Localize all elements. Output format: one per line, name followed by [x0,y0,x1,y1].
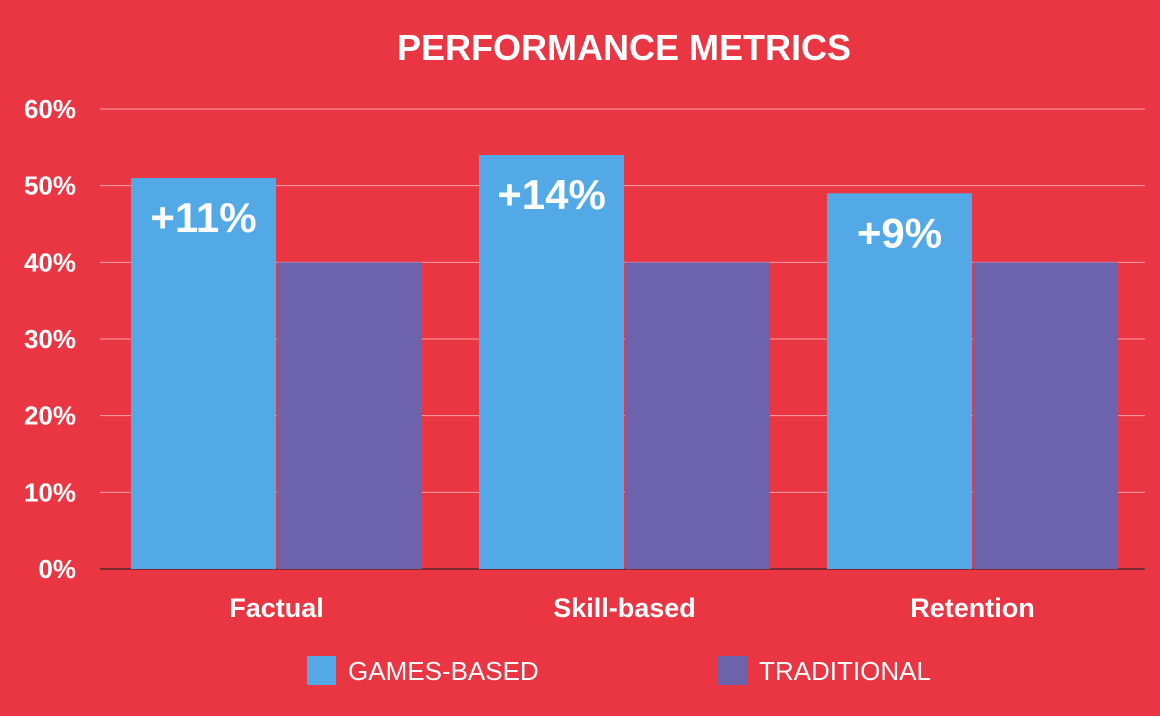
data-label: +11% [150,194,256,241]
y-tick-label: 20% [24,401,76,431]
legend-item: GAMES-BASED [307,656,539,686]
legend-swatch [307,656,336,685]
chart-title: PERFORMANCE METRICS [397,27,851,68]
y-tick-label: 0% [38,554,76,584]
x-tick-label: Factual [229,593,324,623]
y-tick-label: 50% [24,171,76,201]
data-label: +9% [857,209,942,256]
y-tick-label: 40% [24,247,76,277]
y-tick-label: 30% [24,324,76,354]
x-tick-label: Retention [910,593,1035,623]
y-tick-label: 10% [24,477,76,507]
legend: GAMES-BASED TRADITIONAL [307,656,931,686]
legend-item: TRADITIONAL [718,656,931,686]
data-label: +14% [497,171,606,218]
bar-traditional-retention [973,262,1118,569]
x-axis-ticks: Factual Skill-based Retention [229,593,1035,623]
x-tick-label: Skill-based [553,593,696,623]
bar-traditional-skill-based [625,262,770,569]
legend-swatch [718,656,747,685]
bar-games-based-factual [131,178,276,569]
bar-traditional-factual [277,262,422,569]
bars [131,155,1118,570]
bar-games-based-skill-based [479,155,624,569]
legend-label: GAMES-BASED [348,656,539,686]
data-labels: +11% +14% +9% [150,171,942,256]
bar-games-based-retention [827,193,972,570]
legend-label: TRADITIONAL [759,656,931,686]
y-axis-ticks: 0% 10% 20% 30% 40% 50% 60% [24,94,76,584]
y-tick-label: 60% [24,94,76,124]
